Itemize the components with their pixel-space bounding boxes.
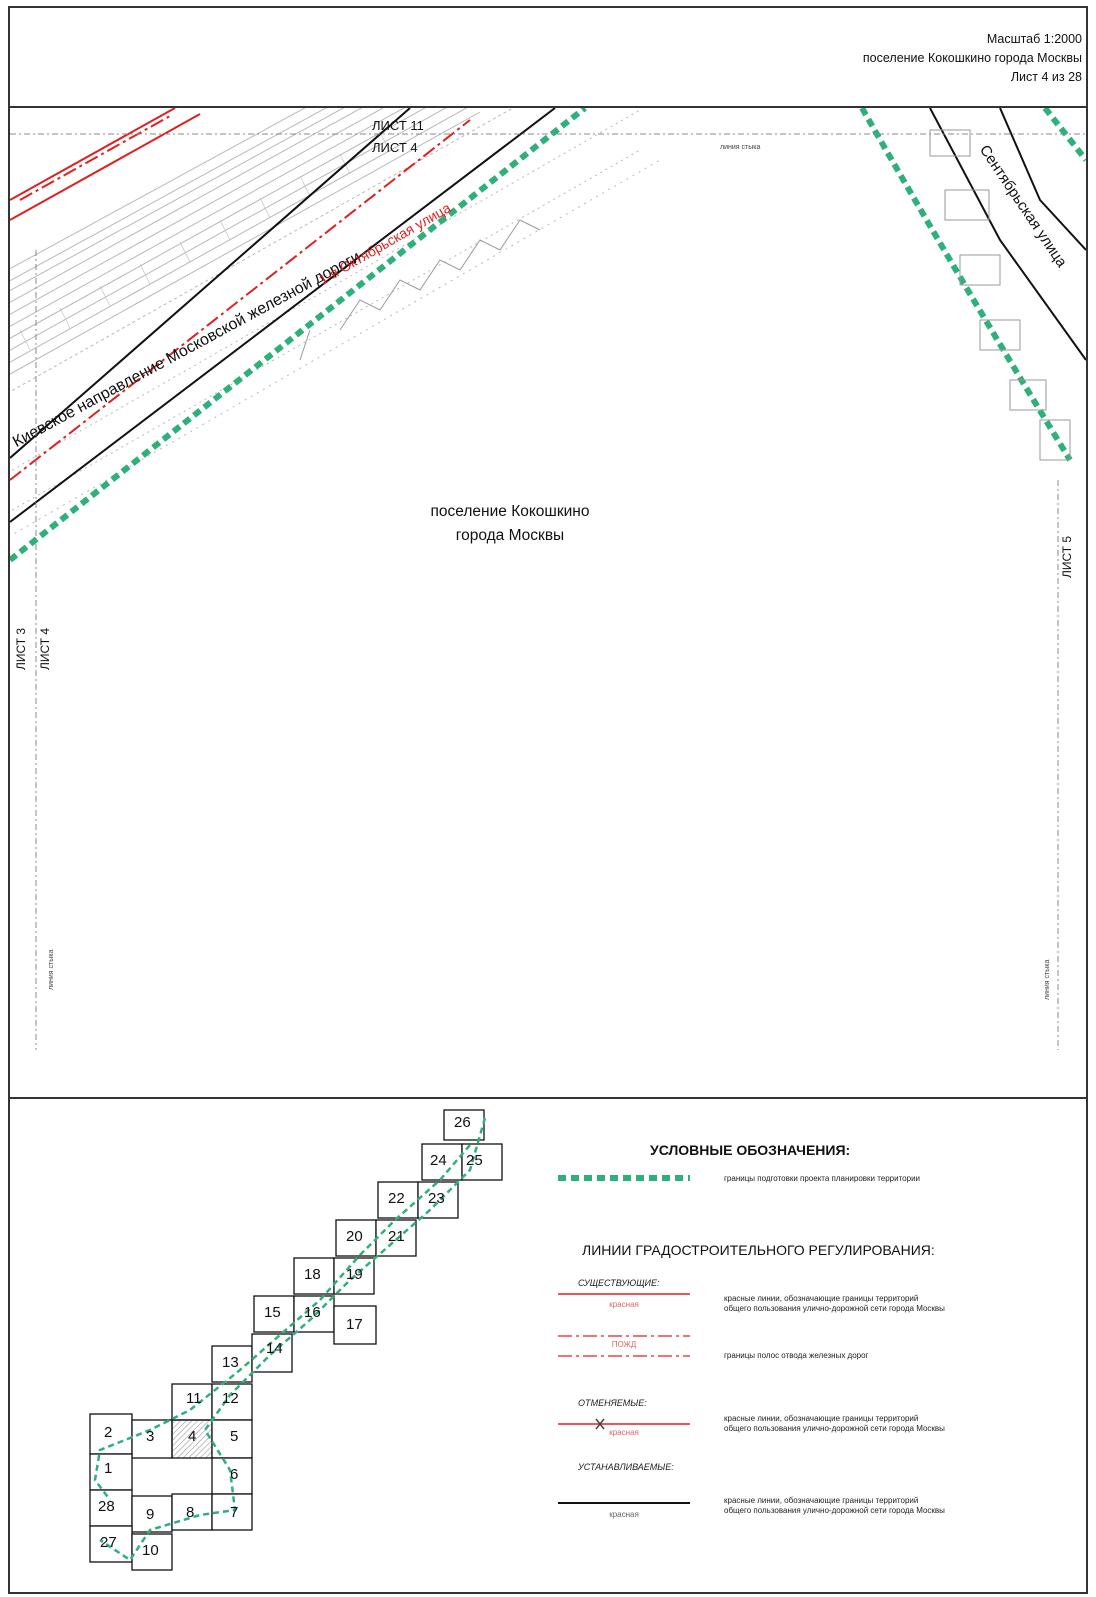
index-cell-label: 3 <box>146 1428 154 1445</box>
joint-left-label: линия стыка <box>48 950 55 990</box>
sheet-4-top-label: ЛИСТ 4 <box>372 140 418 155</box>
sheet-5-label: ЛИСТ 5 <box>1060 536 1074 578</box>
legend-black-desc: красные линии, обозначающие границы терр… <box>724 1496 945 1516</box>
legend-rail-tag: ПОЖД <box>558 1340 690 1349</box>
legend-boundary-desc: границы подготовки проекта планировки те… <box>724 1174 920 1184</box>
legend-red-existing-desc: красные линии, обозначающие границы терр… <box>724 1294 945 1314</box>
sheet-11-label: ЛИСТ 11 <box>372 118 424 133</box>
index-cell-label: 26 <box>454 1114 471 1131</box>
legend-existing-label: СУЩЕСТВУЮЩИЕ: <box>578 1278 659 1288</box>
legend-red-cancel-desc: красные линии, обозначающие границы терр… <box>724 1414 945 1434</box>
joint-lines <box>10 134 1086 1050</box>
index-cell-label: 25 <box>466 1152 483 1169</box>
index-cell-label: 4 <box>188 1428 196 1445</box>
index-cell-label: 12 <box>222 1390 239 1407</box>
index-cell-label: 23 <box>428 1190 445 1207</box>
settlement-center-label: поселение Кокошкино города Москвы <box>390 500 630 548</box>
sheet-4-left-label: ЛИСТ 4 <box>38 628 52 670</box>
index-cell-label: 21 <box>388 1228 405 1245</box>
index-cell-label: 28 <box>98 1498 115 1515</box>
red-lines-existing <box>10 108 470 480</box>
legend-red-existing-tag: красная <box>558 1300 690 1309</box>
legend-cancelled-label: ОТМЕНЯЕМЫЕ: <box>578 1398 647 1408</box>
black-lines-established <box>10 108 1086 522</box>
index-cell-label: 15 <box>264 1304 281 1321</box>
legend-black-tag: красная <box>558 1510 690 1519</box>
project-boundary <box>10 108 1086 560</box>
index-cell-label: 1 <box>104 1460 112 1477</box>
index-cell-label: 2 <box>104 1424 112 1441</box>
legend-title: УСЛОВНЫЕ ОБОЗНАЧЕНИЯ: <box>650 1142 850 1158</box>
legend-red-cancel-tag: красная <box>558 1428 690 1437</box>
index-cell-label: 19 <box>346 1266 363 1283</box>
index-cell-label: 17 <box>346 1316 363 1333</box>
index-cell-label: 5 <box>230 1428 238 1445</box>
index-cell-label: 6 <box>230 1466 238 1483</box>
railway-sleepers <box>20 132 390 350</box>
index-cell-label: 18 <box>304 1266 321 1283</box>
index-cell-label: 14 <box>266 1340 283 1357</box>
legend-established-label: УСТАНАВЛИВАЕМЫЕ: <box>578 1462 674 1472</box>
sheet-3-label: ЛИСТ 3 <box>14 628 28 670</box>
index-cell-label: 27 <box>100 1534 117 1551</box>
index-cell-label: 13 <box>222 1354 239 1371</box>
index-cell-label: 20 <box>346 1228 363 1245</box>
index-cell-label: 11 <box>186 1390 202 1407</box>
buildings <box>300 130 1070 460</box>
index-cell-label: 16 <box>304 1304 321 1321</box>
joint-top-label: линия стыка <box>720 144 760 151</box>
index-cell-label: 10 <box>142 1542 159 1559</box>
legend-rail-desc: границы полос отвода железных дорог <box>724 1351 868 1361</box>
index-cell-label: 7 <box>230 1504 238 1521</box>
index-cell-label: 22 <box>388 1190 405 1207</box>
index-cell-label: 24 <box>430 1152 447 1169</box>
legend-regulation-title: ЛИНИИ ГРАДОСТРОИТЕЛЬНОГО РЕГУЛИРОВАНИЯ: <box>582 1242 935 1258</box>
index-cell-label: 8 <box>186 1504 194 1521</box>
joint-right-label: линия стыка <box>1044 960 1051 1000</box>
index-cell-label: 9 <box>146 1506 154 1523</box>
